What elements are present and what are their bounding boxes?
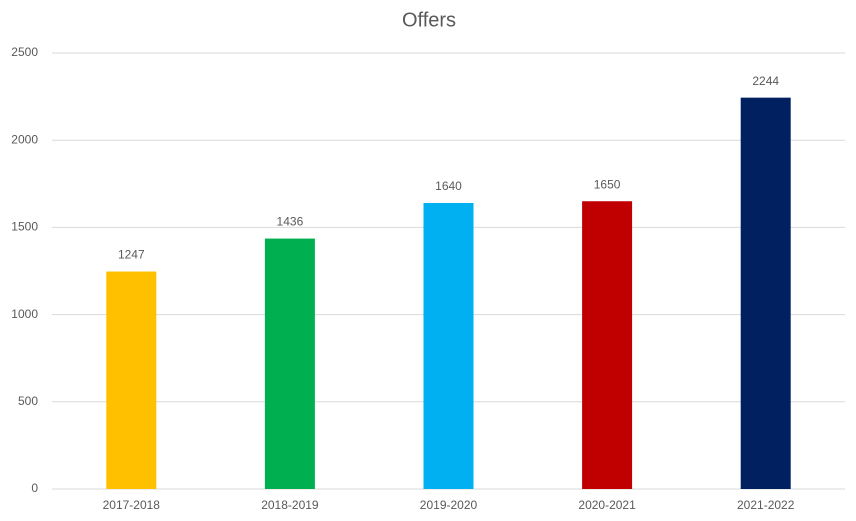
- bar: [106, 271, 157, 489]
- y-tick-label: 500: [18, 394, 38, 408]
- data-label: 2244: [752, 74, 779, 88]
- data-label: 1436: [277, 215, 304, 229]
- bar: [582, 201, 633, 490]
- bar: [740, 97, 791, 490]
- y-tick-label: 1000: [11, 307, 38, 321]
- data-label: 1247: [118, 248, 145, 262]
- x-tick-label: 2017-2018: [103, 498, 161, 512]
- x-tick-label: 2019-2020: [420, 498, 478, 512]
- y-tick-label: 2500: [11, 45, 38, 59]
- y-tick-label: 1500: [11, 220, 38, 234]
- bar: [423, 202, 474, 489]
- data-label: 1640: [435, 179, 462, 193]
- x-tick-label: 2020-2021: [578, 498, 636, 512]
- bar: [264, 238, 315, 489]
- y-tick-label: 0: [31, 481, 38, 495]
- x-tick-label: 2021-2022: [737, 498, 795, 512]
- x-tick-label: 2018-2019: [261, 498, 319, 512]
- chart-title: Offers: [402, 9, 456, 31]
- y-tick-label: 2000: [11, 132, 38, 146]
- data-label: 1650: [594, 177, 621, 191]
